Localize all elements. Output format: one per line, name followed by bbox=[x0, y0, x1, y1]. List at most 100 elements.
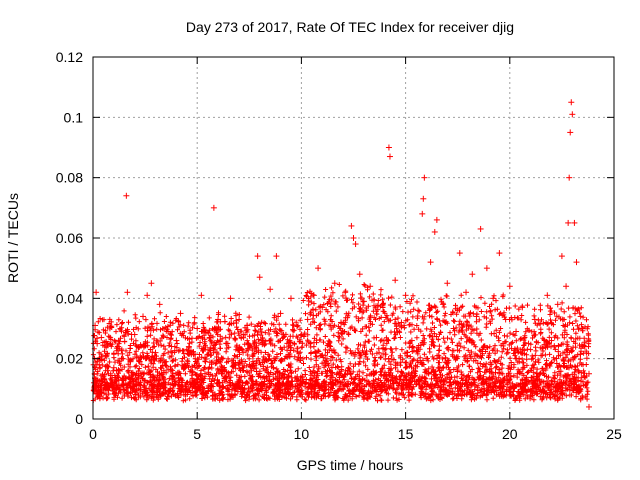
data-point bbox=[573, 259, 580, 266]
x-tick-label: 5 bbox=[193, 426, 201, 442]
data-point bbox=[240, 349, 247, 356]
dense-data-cloud bbox=[90, 282, 592, 404]
data-point bbox=[473, 313, 480, 320]
data-point bbox=[563, 283, 570, 290]
data-point bbox=[140, 313, 147, 320]
data-point bbox=[419, 210, 426, 217]
data-point bbox=[402, 292, 409, 299]
data-point bbox=[231, 361, 238, 368]
data-point bbox=[350, 235, 357, 241]
dense-point-cloud bbox=[90, 282, 592, 404]
data-point bbox=[298, 331, 305, 338]
y-tick-label: 0.12 bbox=[56, 49, 83, 65]
data-point bbox=[127, 358, 134, 365]
x-tick-label: 10 bbox=[294, 426, 310, 442]
data-point bbox=[144, 292, 151, 299]
data-point bbox=[123, 192, 130, 199]
data-point bbox=[421, 174, 428, 181]
data-point bbox=[165, 328, 172, 335]
data-point bbox=[106, 382, 113, 389]
data-point bbox=[337, 319, 344, 326]
data-point bbox=[160, 367, 167, 374]
data-point bbox=[420, 195, 427, 202]
data-point bbox=[398, 319, 405, 326]
data-point bbox=[244, 322, 251, 329]
data-point bbox=[373, 334, 380, 341]
data-point bbox=[463, 289, 470, 296]
data-point bbox=[198, 292, 205, 299]
data-point bbox=[444, 280, 451, 287]
data-point bbox=[408, 337, 415, 344]
y-tick-label: 0.02 bbox=[56, 351, 83, 367]
data-point bbox=[367, 283, 374, 290]
data-point bbox=[287, 295, 294, 302]
y-tick-label: 0 bbox=[75, 411, 83, 427]
data-point bbox=[548, 337, 555, 344]
data-point bbox=[267, 286, 274, 293]
data-point bbox=[254, 253, 261, 260]
data-point bbox=[356, 271, 363, 278]
y-tick-label: 0.04 bbox=[56, 290, 83, 306]
data-point bbox=[569, 111, 576, 118]
data-point bbox=[379, 301, 386, 308]
data-point bbox=[568, 99, 575, 106]
data-point bbox=[519, 304, 526, 311]
data-point bbox=[319, 304, 326, 311]
data-point bbox=[310, 292, 317, 299]
data-point bbox=[294, 373, 301, 380]
data-point bbox=[531, 316, 538, 323]
data-point bbox=[210, 204, 217, 211]
data-point bbox=[194, 325, 201, 332]
data-point bbox=[483, 265, 490, 272]
data-point bbox=[538, 352, 545, 359]
data-point bbox=[469, 271, 476, 278]
data-point bbox=[202, 358, 209, 365]
data-point bbox=[177, 310, 184, 317]
y-axis-label: ROTI / TECUs bbox=[5, 193, 21, 283]
data-point bbox=[385, 144, 392, 151]
data-point bbox=[513, 328, 520, 335]
data-point bbox=[260, 337, 267, 344]
data-point bbox=[348, 222, 355, 229]
data-point bbox=[93, 289, 100, 296]
data-point bbox=[173, 337, 180, 344]
axis-ticks bbox=[92, 56, 615, 420]
data-point bbox=[96, 361, 103, 368]
data-point bbox=[506, 283, 513, 290]
data-point bbox=[135, 379, 142, 386]
data-point bbox=[315, 265, 322, 272]
data-point bbox=[571, 219, 578, 226]
data-point bbox=[331, 280, 338, 287]
data-point bbox=[304, 316, 311, 323]
data-point bbox=[554, 301, 561, 308]
data-point bbox=[235, 379, 242, 386]
data-point bbox=[456, 250, 463, 257]
chart-title: Day 273 of 2017, Rate Of TEC Index for r… bbox=[186, 19, 514, 35]
data-point bbox=[119, 376, 126, 383]
data-point bbox=[577, 313, 584, 320]
data-point bbox=[190, 382, 197, 389]
data-point bbox=[219, 370, 226, 377]
data-point bbox=[185, 343, 192, 350]
tick-labels: 0 5 10 15 20 25 0 0.02 0.04 0.06 0.08 0.1 0.12 bbox=[56, 49, 622, 442]
data-point bbox=[431, 228, 438, 235]
data-point bbox=[148, 280, 155, 287]
data-point bbox=[169, 376, 176, 383]
data-point bbox=[325, 340, 332, 347]
data-point bbox=[585, 403, 592, 410]
y-tick-label: 0.08 bbox=[56, 170, 83, 186]
data-point bbox=[502, 316, 509, 323]
data-point bbox=[94, 340, 101, 347]
data-point bbox=[273, 253, 280, 260]
data-point bbox=[227, 295, 234, 302]
data-point bbox=[392, 277, 399, 284]
data-point bbox=[206, 334, 213, 341]
y-tick-label: 0.06 bbox=[56, 230, 83, 246]
data-point bbox=[248, 367, 255, 374]
data-point bbox=[440, 301, 447, 308]
data-point bbox=[386, 153, 393, 160]
data-point bbox=[223, 340, 230, 347]
